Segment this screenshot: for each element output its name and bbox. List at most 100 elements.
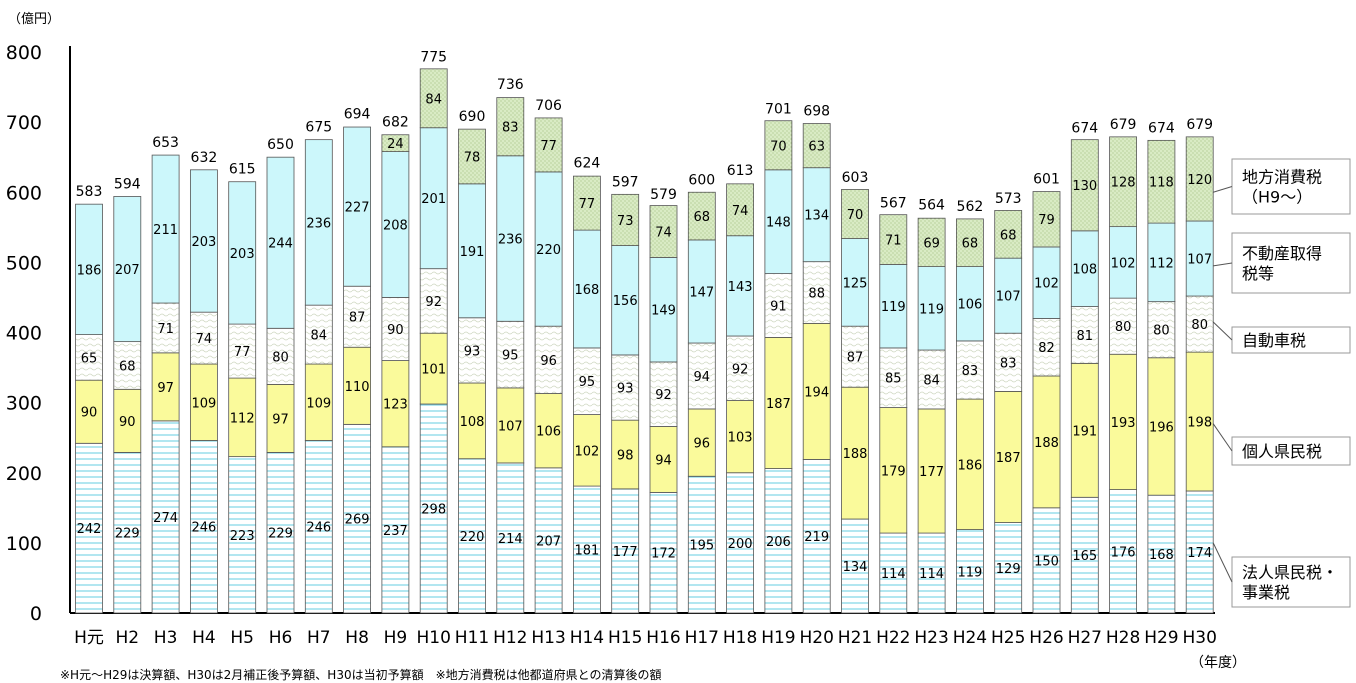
segment-value-label: 220	[460, 530, 485, 545]
segment-value-label: 84	[311, 329, 328, 344]
x-tick-label: H12	[493, 628, 527, 648]
bar-segment	[1070, 230, 1099, 307]
segment-value-label: 82	[1038, 341, 1055, 356]
segment-value-label: 125	[843, 276, 868, 291]
bar-segment	[802, 123, 831, 169]
bar-segment	[266, 156, 295, 329]
x-tick-label: H5	[230, 628, 254, 648]
segment-value-label: 84	[923, 373, 940, 388]
segment-value-label: 98	[617, 449, 634, 464]
bar-segment	[343, 126, 372, 287]
segment-value-label: 191	[1072, 424, 1097, 439]
legend-leader-line	[1213, 262, 1233, 267]
segment-value-label: 77	[234, 345, 251, 360]
bar-segment	[994, 332, 1023, 392]
segment-value-label: 83	[1000, 356, 1017, 371]
bar-segment	[151, 154, 180, 304]
x-tick-label: H22	[876, 628, 910, 648]
bar-segment	[228, 323, 257, 379]
segment-value-label: 108	[460, 415, 485, 430]
segment-value-label: 81	[1077, 329, 1094, 344]
bar-segment	[113, 388, 142, 453]
y-tick-label: 0	[30, 603, 42, 625]
bar-segment	[304, 363, 333, 441]
bar-segment	[573, 414, 601, 487]
segment-value-label: 107	[498, 419, 523, 434]
bar-segment	[343, 346, 372, 425]
segment-value-label: 130	[1072, 179, 1097, 194]
y-tick-label: 800	[6, 42, 42, 64]
bar-segment	[726, 183, 754, 237]
legend-leader-line	[1212, 542, 1233, 583]
segment-value-label: 95	[579, 375, 596, 390]
segment-value-label: 106	[536, 425, 561, 440]
bar-segment	[381, 134, 410, 152]
segment-value-label: 165	[1072, 549, 1097, 564]
x-tick-label: H15	[608, 628, 642, 648]
total-value-label: 579	[650, 187, 677, 203]
segment-value-label: 114	[919, 567, 944, 582]
segment-value-label: 176	[1111, 545, 1136, 560]
bar-segment	[458, 458, 486, 614]
bar-segment	[304, 440, 333, 614]
segment-value-label: 237	[383, 524, 408, 539]
segment-value-label: 102	[1034, 277, 1059, 292]
bar-segment	[75, 334, 103, 381]
segment-value-label: 203	[230, 247, 255, 262]
segment-value-label: 134	[804, 209, 829, 224]
bar-segment	[841, 189, 869, 239]
segment-value-label: 269	[345, 513, 370, 528]
bar-segment	[419, 332, 448, 405]
x-tick-label: H2	[115, 628, 139, 648]
bar-segment	[1032, 507, 1061, 614]
bar-segment	[458, 183, 486, 319]
segment-value-label: 74	[196, 332, 213, 347]
segment-value-label: 208	[383, 219, 408, 234]
x-tick-label: H9	[384, 628, 408, 648]
segment-value-label: 298	[421, 503, 446, 518]
segment-value-label: 65	[81, 351, 98, 366]
total-value-label: 706	[535, 98, 562, 114]
segment-value-label: 191	[460, 245, 485, 260]
segment-value-label: 242	[77, 522, 102, 537]
segment-value-label: 118	[1149, 176, 1174, 191]
segment-value-label: 129	[996, 562, 1021, 577]
segment-value-label: 102	[1111, 256, 1136, 271]
legend-box	[1231, 326, 1351, 354]
bar-segment	[1109, 136, 1137, 228]
total-value-label: 701	[765, 101, 792, 117]
segment-value-label: 77	[540, 139, 557, 154]
total-value-label: 653	[152, 135, 179, 151]
segment-value-label: 96	[540, 354, 557, 369]
x-tick-label: H29	[1144, 628, 1178, 648]
segment-value-label: 143	[728, 280, 753, 295]
bar-segment	[189, 169, 218, 313]
bar-segment	[458, 128, 486, 185]
segment-value-label: 274	[153, 511, 178, 526]
x-tick-label: H17	[685, 628, 719, 648]
segment-value-label: 93	[464, 344, 481, 359]
bar-segment	[611, 488, 640, 614]
segment-value-label: 109	[191, 396, 216, 411]
segment-value-label: 211	[153, 223, 178, 238]
total-value-label: 615	[229, 162, 256, 178]
bar-segment	[573, 347, 601, 415]
x-tick-label: H20	[799, 628, 833, 648]
x-tick-label: H4	[192, 628, 216, 648]
bar-segment	[841, 238, 869, 327]
y-tick-label: 600	[6, 182, 42, 204]
bar-segment	[611, 193, 640, 246]
total-value-label: 674	[1071, 120, 1098, 136]
bar-segment	[343, 285, 372, 348]
segment-value-label: 92	[425, 295, 442, 310]
segment-value-label: 207	[536, 534, 561, 549]
bar-segment	[994, 391, 1023, 523]
segment-value-label: 90	[387, 323, 404, 338]
segment-value-label: 68	[119, 359, 136, 374]
total-value-label: 600	[688, 172, 715, 188]
segment-value-label: 79	[1038, 213, 1055, 228]
bar-segment	[879, 347, 908, 408]
segment-value-label: 103	[728, 431, 753, 446]
